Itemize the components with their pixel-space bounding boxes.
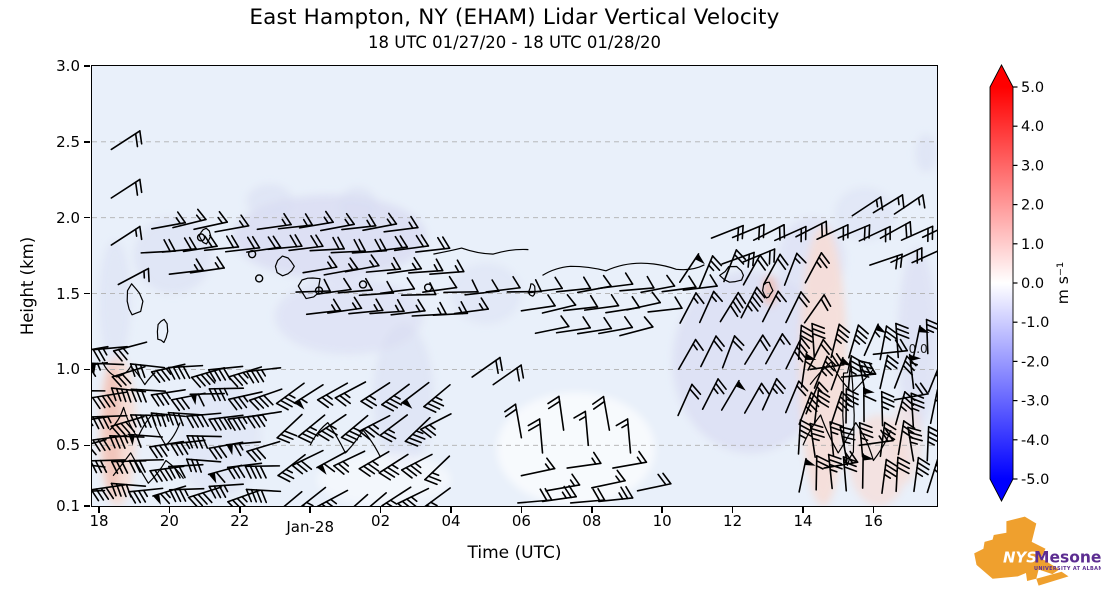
x-tick-label: 08 <box>582 512 602 530</box>
y-tick-label: 1.0 <box>56 360 80 379</box>
x-tick-label: 16 <box>863 512 883 530</box>
x-tick-label: 06 <box>511 512 531 530</box>
x-axis-label: Time (UTC) <box>467 543 562 563</box>
plot-area: 0.0 <box>92 130 937 506</box>
x-tick-mark <box>168 507 171 513</box>
x-tick-mark <box>98 507 100 513</box>
contour-lines: 0.0 <box>101 227 928 484</box>
x-tick-label: Jan-28 <box>286 518 334 536</box>
x-tick-mark <box>309 507 311 513</box>
y-tick-mark <box>84 444 90 447</box>
y-tick-mark <box>84 292 90 295</box>
y-tick-label: 2.5 <box>56 132 80 151</box>
y-tick-label: 0.5 <box>56 436 80 455</box>
x-tick-label: 10 <box>652 512 672 530</box>
svg-text:1.0: 1.0 <box>1021 237 1044 253</box>
nys-mesonet-logo: NYS Mesonet UNIVERSITY AT ALBANY <box>974 516 1101 586</box>
x-tick-label: 22 <box>230 512 250 530</box>
colorbar-ticks: 5.0 4.0 3.0 2.0 1.0 0.0 -1.0 -2.0 -3.0 -4.0 -5.0 <box>1013 80 1049 488</box>
logo-mesonet-text: Mesonet <box>1034 549 1101 567</box>
logo-nys-text: NYS <box>1003 549 1037 567</box>
svg-text:3.0: 3.0 <box>1021 158 1044 174</box>
y-axis-label: Height (km) <box>18 236 37 336</box>
x-tick-label: 04 <box>441 512 461 530</box>
svg-text:4.0: 4.0 <box>1021 119 1044 135</box>
y-tick-mark <box>84 141 90 143</box>
x-tick-label: 02 <box>371 512 391 530</box>
y-tick-mark <box>84 216 90 219</box>
y-tick-mark <box>84 505 90 507</box>
svg-text:0.0: 0.0 <box>1021 276 1044 292</box>
y-tick-mark <box>84 65 90 67</box>
ny-state-shape-icon <box>974 516 1060 581</box>
x-tick-mark <box>731 507 734 513</box>
svg-text:5.0: 5.0 <box>1021 80 1044 96</box>
gridlines <box>92 141 937 446</box>
svg-text:-4.0: -4.0 <box>1021 433 1049 449</box>
x-tick-mark <box>450 507 452 513</box>
colorbar-gradient-bar <box>989 64 1014 502</box>
wind-barbs <box>92 130 937 506</box>
x-tick-label: 14 <box>793 512 813 530</box>
svg-text:-1.0: -1.0 <box>1021 315 1049 331</box>
colorbar: 5.0 4.0 3.0 2.0 1.0 0.0 -1.0 -2.0 -3.0 -4.0 -5.0 m… <box>989 64 1072 502</box>
svg-text:0.0: 0.0 <box>909 342 928 356</box>
svg-text:-5.0: -5.0 <box>1021 472 1049 488</box>
x-tick-mark <box>661 507 663 513</box>
x-tick-label: 20 <box>159 512 179 530</box>
x-tick-mark <box>239 507 241 513</box>
y-tick-mark <box>84 368 90 371</box>
y-tick-label: 1.5 <box>56 284 80 303</box>
logo-university-text: UNIVERSITY AT ALBANY <box>1034 566 1101 572</box>
x-tick-mark <box>591 507 593 513</box>
x-tick-mark <box>520 507 523 513</box>
x-tick-mark <box>379 507 382 513</box>
svg-text:-2.0: -2.0 <box>1021 354 1049 370</box>
chart-subtitle: 18 UTC 01/27/20 - 18 UTC 01/28/20 <box>367 33 662 52</box>
y-tick-label: 2.0 <box>56 208 80 227</box>
svg-text:-3.0: -3.0 <box>1021 394 1049 410</box>
y-tick-label: 0.1 <box>56 497 80 515</box>
y-tick-label: 3.0 <box>56 57 80 75</box>
svg-text:2.0: 2.0 <box>1021 198 1044 214</box>
chart-title: East Hampton, NY (EHAM) Lidar Vertical V… <box>249 5 780 30</box>
velocity-shading <box>99 134 937 506</box>
x-tick-mark <box>802 507 804 513</box>
colorbar-unit-label: m s⁻¹ <box>1054 262 1072 305</box>
x-tick-label: 18 <box>89 512 109 530</box>
x-tick-mark <box>872 507 875 513</box>
long-island-shape-icon <box>1036 571 1069 586</box>
x-tick-label: 12 <box>723 512 743 530</box>
